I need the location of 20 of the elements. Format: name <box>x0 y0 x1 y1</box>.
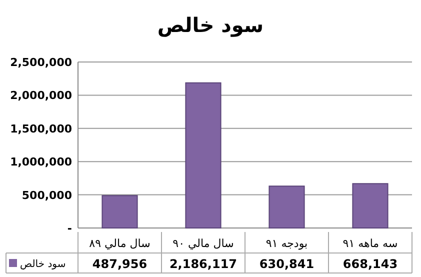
x-tick-label: بودجه ٩١ <box>266 237 308 250</box>
x-tick-label: سال مالي ٩٠ <box>172 237 234 250</box>
chart-title: سود خالص <box>157 13 264 37</box>
data-label: 2,186,117 <box>169 257 238 271</box>
y-tick-label: 1,500,000 <box>10 122 72 136</box>
bar <box>268 186 305 228</box>
bar <box>185 82 222 228</box>
x-tick-label: سه ماهه ٩١ <box>342 237 398 250</box>
bar <box>352 183 388 228</box>
x-tick-label: سال مالي ٨٩ <box>89 237 150 250</box>
legend-label: سود خالص <box>20 259 66 270</box>
y-tick-label: - <box>67 222 72 235</box>
data-label: 630,841 <box>259 257 314 271</box>
y-tick-label: 2,500,000 <box>10 56 72 69</box>
y-tick-label: 1,000,000 <box>10 156 72 169</box>
data-label: 487,956 <box>92 257 148 271</box>
bar <box>102 195 138 228</box>
data-label: 668,143 <box>342 257 398 271</box>
y-tick-label: 2,000,000 <box>10 89 72 102</box>
y-tick-label: 500,000 <box>22 188 72 202</box>
